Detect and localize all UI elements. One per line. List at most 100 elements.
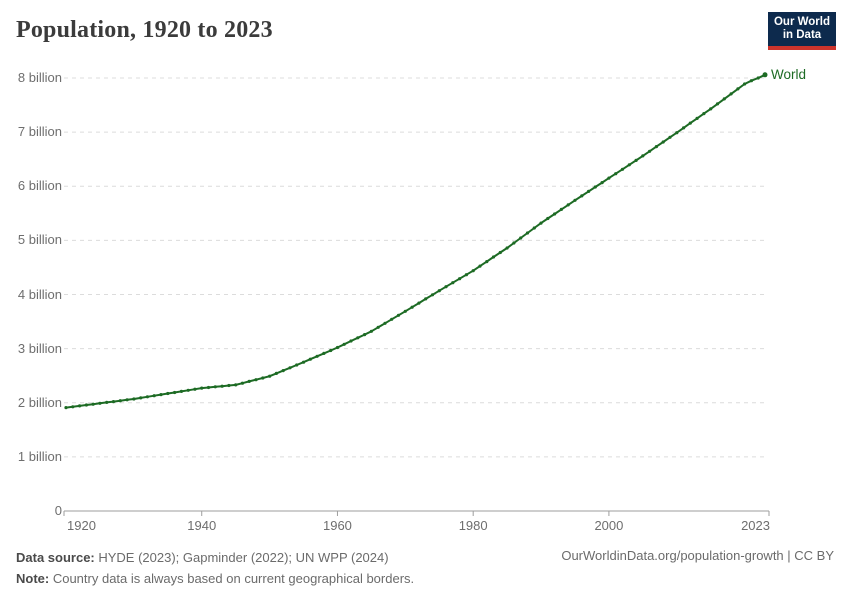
data-point-marker (722, 97, 726, 101)
data-point-marker (295, 363, 299, 367)
y-axis-tick-label: 6 billion (17, 178, 62, 194)
x-axis-tick-label: 1960 (322, 518, 352, 533)
data-point-marker (471, 269, 475, 273)
data-point-marker (430, 293, 435, 297)
data-point-marker (654, 145, 659, 149)
y-axis-tick-label: 4 billion (17, 286, 62, 302)
data-point-marker (132, 397, 136, 401)
data-point-marker (464, 273, 468, 277)
data-point-marker (491, 255, 496, 259)
data-point-marker (369, 329, 373, 333)
data-point-marker (335, 345, 340, 350)
data-point-marker (390, 317, 394, 321)
data-point-marker (342, 342, 346, 346)
x-axis-tick-label: 1920 (67, 518, 96, 533)
data-point-marker (91, 402, 95, 406)
chart-title: Population, 1920 to 2023 (16, 17, 273, 43)
data-point-marker (634, 158, 638, 162)
footer-note-label: Note: (16, 571, 50, 586)
data-point-marker (458, 277, 462, 281)
data-point-marker (627, 163, 631, 167)
data-point-marker (356, 336, 360, 340)
data-point-marker (451, 281, 455, 285)
data-point-marker (268, 374, 272, 378)
data-point-marker (559, 207, 564, 211)
data-point-marker (329, 348, 333, 353)
footer-datasource-line: Data source: HYDE (2023); Gapminder (202… (16, 547, 414, 568)
data-point-marker (424, 297, 428, 301)
data-point-marker (206, 385, 211, 390)
footer-left: Data source: HYDE (2023); Gapminder (202… (16, 547, 414, 589)
data-point-marker (498, 250, 502, 255)
world-population-line (65, 73, 766, 409)
data-point-marker (64, 406, 68, 410)
data-point-marker (620, 167, 625, 171)
data-point-marker (695, 116, 699, 120)
data-point-marker (213, 385, 217, 389)
data-point-marker (220, 384, 224, 388)
data-point-marker (736, 87, 740, 91)
y-axis-tick-label: 1 billion (17, 448, 62, 464)
data-point-marker (281, 369, 285, 373)
data-point-marker (661, 140, 665, 144)
data-point-marker (485, 260, 489, 264)
y-axis-tick-label: 5 billion (17, 232, 62, 248)
data-point-marker (315, 354, 319, 358)
data-point-marker (179, 389, 183, 393)
data-point-marker (600, 181, 604, 185)
data-point-marker (682, 126, 686, 130)
data-point-marker (240, 381, 244, 385)
owid-logo[interactable]: Our World in Data (768, 12, 836, 50)
data-point-marker (762, 72, 768, 78)
data-point-marker (648, 149, 652, 153)
data-point-marker (247, 379, 251, 383)
data-point-marker (566, 203, 570, 207)
y-axis-tick-label: 7 billion (17, 124, 62, 140)
data-point-marker (363, 333, 367, 337)
data-point-marker (614, 172, 618, 176)
data-point-marker (519, 236, 523, 240)
data-point-marker (749, 79, 754, 83)
footer-link[interactable]: OurWorldinData.org/population-growth | C… (561, 548, 834, 563)
data-point-marker (410, 305, 414, 309)
data-point-marker (227, 383, 231, 388)
data-point-marker (478, 264, 482, 268)
data-point-marker (186, 388, 190, 392)
data-point-marker (152, 394, 156, 398)
y-axis-tick-label: 8 billion (17, 70, 62, 85)
data-point-marker (322, 351, 326, 355)
data-point-marker (396, 313, 401, 317)
data-point-marker (84, 403, 88, 407)
data-point-marker (173, 390, 177, 395)
data-point-marker (98, 401, 102, 405)
data-point-marker (729, 92, 733, 96)
data-point-marker (512, 241, 516, 245)
data-point-marker (688, 121, 692, 125)
data-point-marker (553, 212, 557, 216)
footer-datasource-text: HYDE (2023); Gapminder (2022); UN WPP (2… (94, 550, 389, 565)
data-point-marker (437, 289, 441, 293)
y-axis-tick-label: 0 (54, 503, 62, 518)
data-point-marker (111, 400, 116, 404)
data-point-marker (743, 82, 747, 86)
data-point-marker (417, 301, 421, 305)
data-point-marker (78, 404, 82, 408)
data-point-marker (105, 400, 109, 404)
x-axis-tick-label: 2023 (741, 518, 770, 533)
data-point-marker (349, 339, 353, 343)
data-point-marker (668, 135, 672, 139)
data-point-marker (308, 357, 312, 361)
data-point-marker (234, 383, 238, 387)
data-point-marker (641, 154, 645, 158)
data-point-marker (702, 112, 706, 116)
data-point-marker (403, 309, 407, 313)
data-point-marker (525, 231, 530, 235)
data-point-marker (709, 107, 713, 111)
data-point-marker (715, 102, 720, 106)
data-point-marker (675, 131, 679, 135)
data-point-marker (573, 198, 577, 202)
data-point-marker (159, 393, 163, 397)
data-point-marker (383, 321, 387, 325)
data-point-marker (532, 226, 536, 230)
